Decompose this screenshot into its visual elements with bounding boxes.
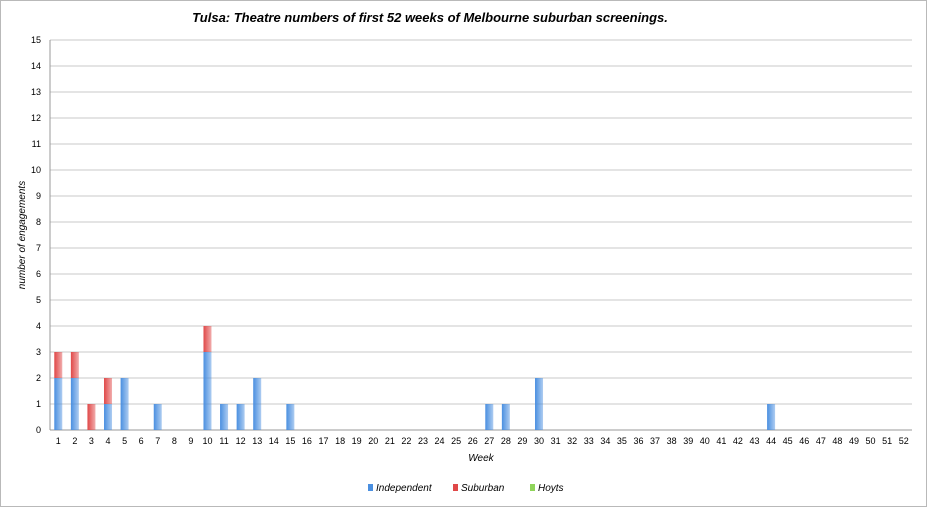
bar-independent-week-1 <box>54 378 63 430</box>
bar-independent-week-10 <box>203 352 212 430</box>
x-tick-label: 22 <box>401 436 411 446</box>
x-tick-label: 33 <box>584 436 594 446</box>
x-tick-label: 46 <box>799 436 809 446</box>
bar-independent-week-28 <box>501 404 510 430</box>
y-tick-label: 11 <box>32 139 41 149</box>
y-tick-label: 1 <box>36 399 41 409</box>
bar-independent-week-12 <box>236 404 245 430</box>
bar-suburban-week-3 <box>87 404 96 430</box>
x-tick-label: 20 <box>368 436 378 446</box>
y-tick-label: 12 <box>31 113 41 123</box>
x-tick-label: 37 <box>650 436 660 446</box>
y-tick-label: 10 <box>31 165 41 175</box>
x-tick-label: 21 <box>385 436 395 446</box>
bar-independent-week-11 <box>220 404 229 430</box>
x-tick-label: 39 <box>683 436 693 446</box>
x-axis-label: Week <box>468 453 494 464</box>
x-tick-label: 41 <box>716 436 726 446</box>
x-tick-label: 42 <box>733 436 743 446</box>
x-tick-label: 16 <box>302 436 312 446</box>
legend-label-hoyts: Hoyts <box>538 483 564 494</box>
y-tick-label: 4 <box>36 321 41 331</box>
x-tick-label: 52 <box>899 436 909 446</box>
y-tick-label: 7 <box>36 243 41 253</box>
bar-independent-week-2 <box>70 378 79 430</box>
x-tick-label: 9 <box>188 436 193 446</box>
x-tick-label: 27 <box>484 436 494 446</box>
x-tick-label: 15 <box>285 436 295 446</box>
x-tick-label: 19 <box>352 436 362 446</box>
x-tick-label: 47 <box>816 436 826 446</box>
y-tick-label: 2 <box>36 373 41 383</box>
legend-swatch-independent <box>368 484 373 491</box>
x-tick-label: 32 <box>567 436 577 446</box>
legend-swatch-suburban <box>453 484 458 491</box>
y-axis-label: number of engagements <box>17 181 28 289</box>
x-tick-label: 17 <box>319 436 329 446</box>
x-tick-label: 14 <box>269 436 279 446</box>
y-tick-label: 6 <box>36 269 41 279</box>
y-tick-label: 8 <box>36 217 41 227</box>
y-tick-label: 0 <box>36 425 41 435</box>
x-tick-label: 43 <box>750 436 760 446</box>
x-tick-label: 18 <box>335 436 345 446</box>
x-tick-label: 25 <box>451 436 461 446</box>
x-tick-label: 30 <box>534 436 544 446</box>
x-tick-label: 1 <box>56 436 61 446</box>
legend-label-independent: Independent <box>376 483 433 494</box>
x-tick-label: 50 <box>866 436 876 446</box>
x-tick-label: 13 <box>252 436 262 446</box>
bar-independent-week-30 <box>535 378 544 430</box>
x-tick-label: 35 <box>617 436 627 446</box>
bar-suburban-week-4 <box>104 378 113 404</box>
x-tick-label: 28 <box>501 436 511 446</box>
bar-independent-week-5 <box>120 378 129 430</box>
x-tick-label: 45 <box>783 436 793 446</box>
bar-suburban-week-1 <box>54 352 63 378</box>
x-tick-label: 2 <box>72 436 77 446</box>
bar-suburban-week-10 <box>203 326 212 352</box>
y-tick-label: 3 <box>36 347 41 357</box>
x-tick-label: 26 <box>468 436 478 446</box>
x-tick-label: 38 <box>667 436 677 446</box>
bar-independent-week-7 <box>153 404 162 430</box>
x-tick-label: 5 <box>122 436 127 446</box>
y-tick-label: 5 <box>36 295 41 305</box>
y-tick-label: 15 <box>31 35 41 45</box>
x-tick-label: 7 <box>155 436 160 446</box>
x-tick-label: 11 <box>219 436 228 446</box>
bar-independent-week-13 <box>253 378 262 430</box>
legend-label-suburban: Suburban <box>461 483 505 494</box>
x-tick-label: 23 <box>418 436 428 446</box>
bar-independent-week-44 <box>767 404 776 430</box>
x-tick-label: 48 <box>832 436 842 446</box>
x-tick-label: 4 <box>106 436 111 446</box>
x-tick-label: 24 <box>435 436 445 446</box>
y-tick-label: 14 <box>31 61 41 71</box>
x-tick-label: 31 <box>551 436 561 446</box>
bar-suburban-week-2 <box>70 352 79 378</box>
legend-swatch-hoyts <box>530 484 535 491</box>
bar-independent-week-15 <box>286 404 295 430</box>
bar-independent-week-27 <box>485 404 494 430</box>
x-tick-label: 29 <box>517 436 527 446</box>
chart-title: Tulsa: Theatre numbers of first 52 weeks… <box>192 10 668 25</box>
x-tick-label: 10 <box>202 436 212 446</box>
x-tick-label: 12 <box>236 436 246 446</box>
x-tick-label: 51 <box>882 436 892 446</box>
x-tick-label: 44 <box>766 436 776 446</box>
x-tick-label: 40 <box>700 436 710 446</box>
bar-independent-week-4 <box>104 404 113 430</box>
x-tick-label: 36 <box>633 436 643 446</box>
x-tick-label: 6 <box>139 436 144 446</box>
x-tick-label: 34 <box>600 436 610 446</box>
y-tick-label: 9 <box>36 191 41 201</box>
x-tick-label: 8 <box>172 436 177 446</box>
x-tick-label: 3 <box>89 436 94 446</box>
x-tick-label: 49 <box>849 436 859 446</box>
y-tick-label: 13 <box>31 87 41 97</box>
